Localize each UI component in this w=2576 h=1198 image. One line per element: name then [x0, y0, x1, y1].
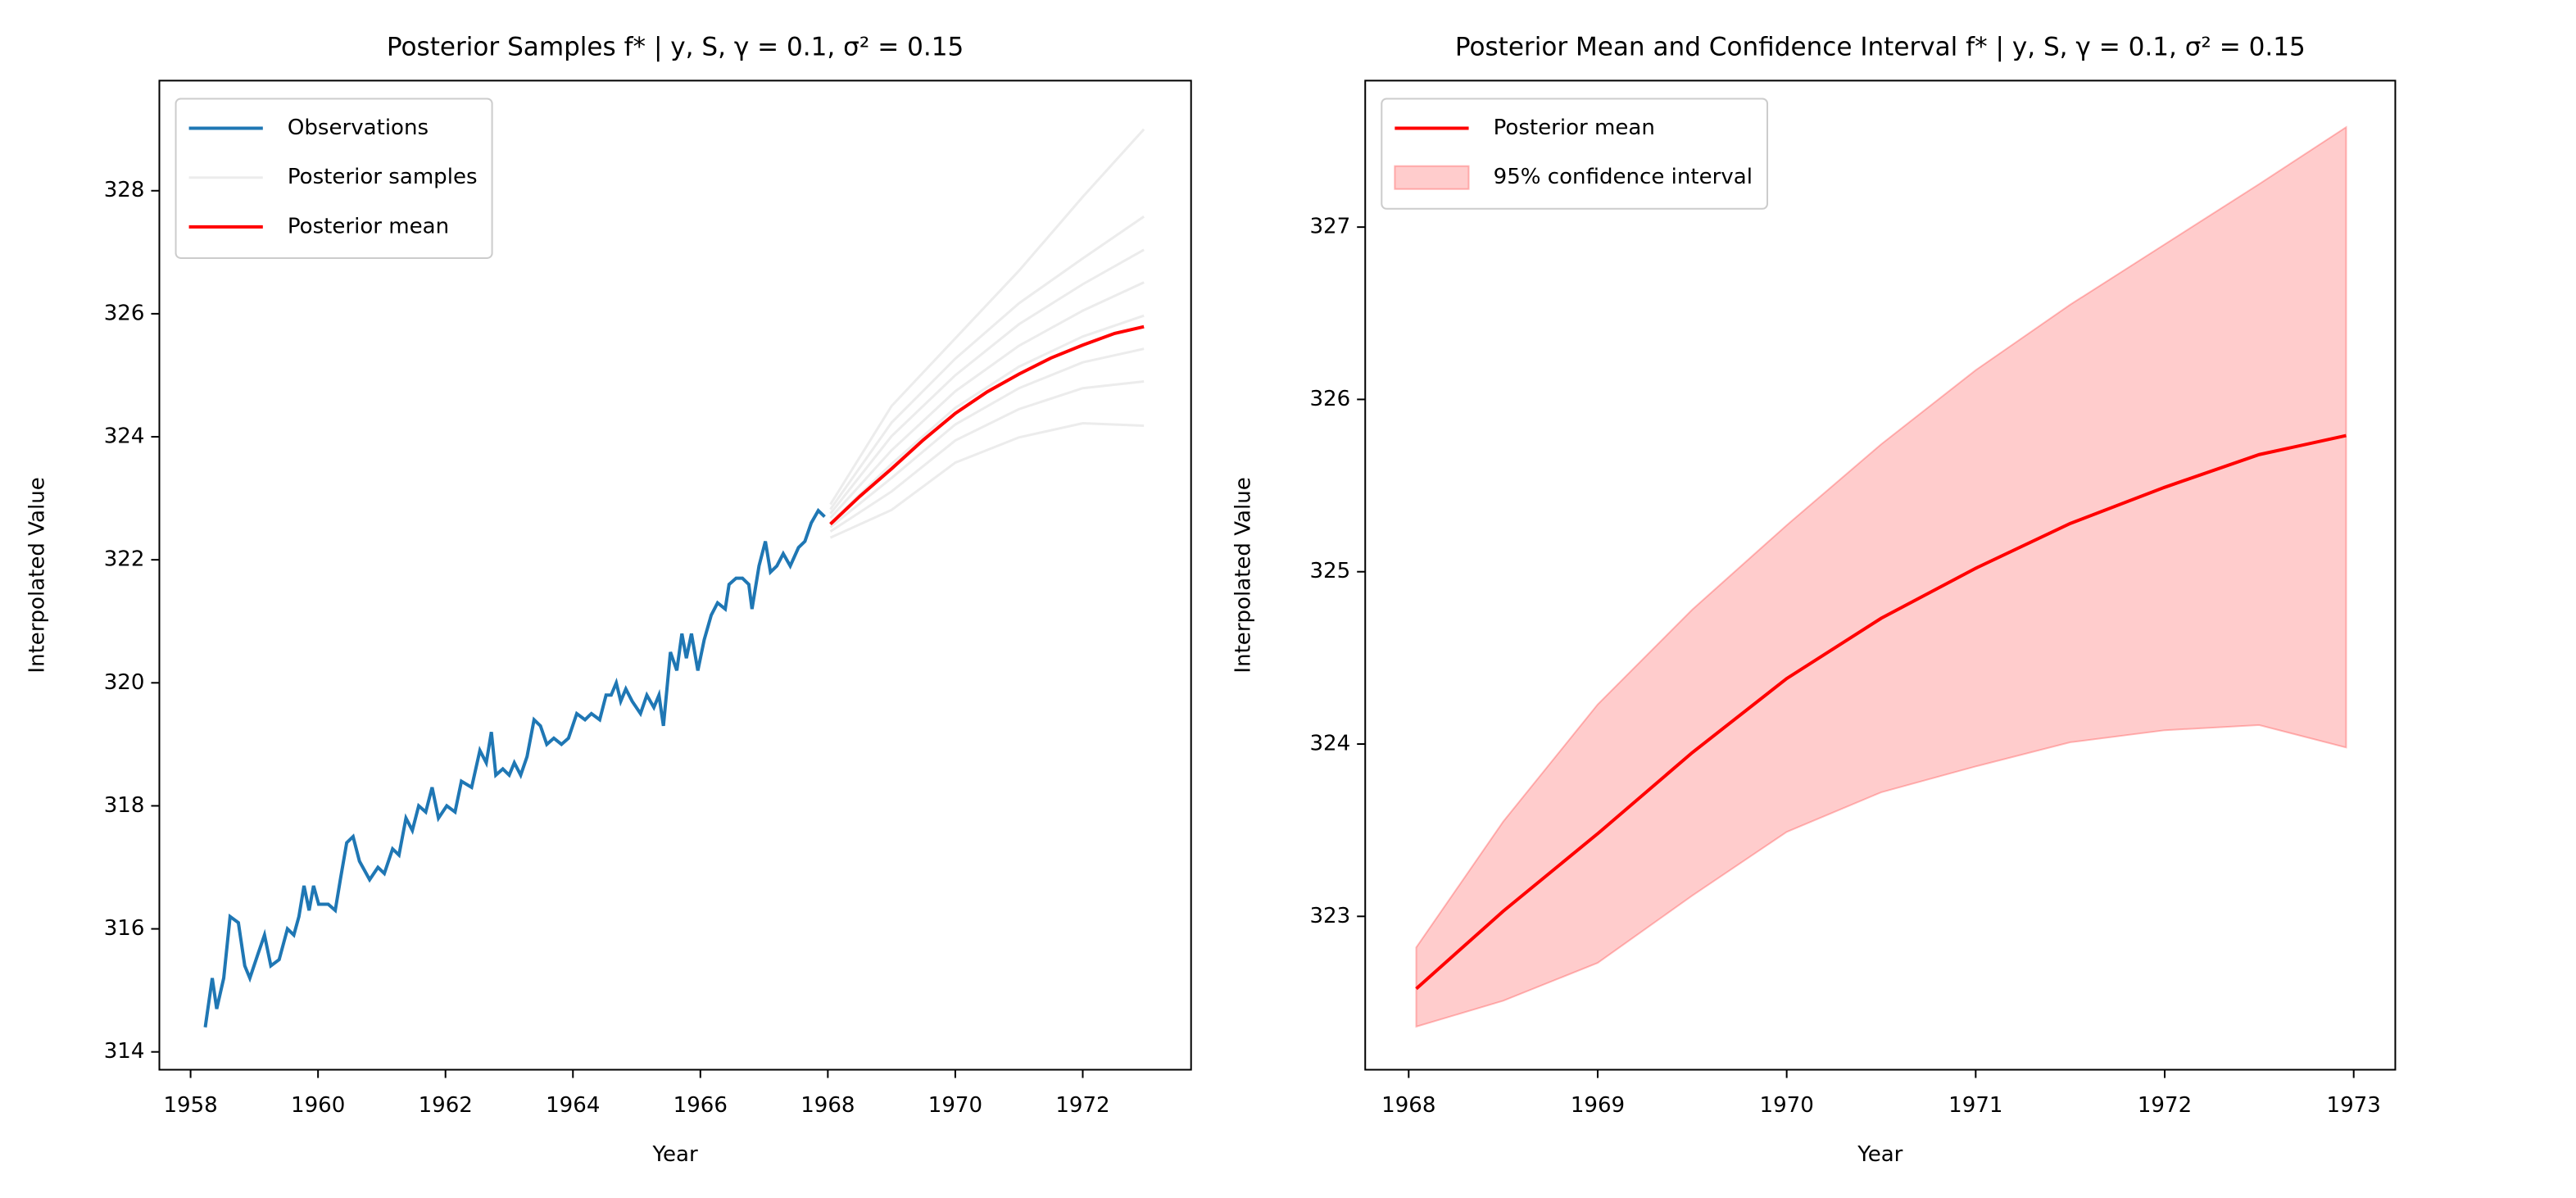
sample-line [829, 379, 1145, 533]
legend-frame [175, 98, 493, 259]
x-tick-label: 1958 [163, 1093, 217, 1118]
x-tick-label: 1971 [1948, 1093, 2002, 1118]
plot-area [203, 128, 1145, 1028]
y-tick-label: 325 [1309, 559, 1350, 583]
legend-swatch [1394, 165, 1470, 190]
plot-area [1415, 125, 2347, 1028]
y-axis-label: Interpolated Value [1231, 477, 1255, 673]
y-tick-label: 318 [104, 793, 145, 818]
y-tick-label: 323 [1309, 904, 1350, 928]
axes-frame [158, 79, 1192, 1071]
sample-line [829, 128, 1145, 506]
series-line [203, 507, 826, 1028]
sample-line [829, 216, 1145, 511]
y-tick-label: 322 [104, 547, 145, 572]
y-tick-label: 326 [1309, 387, 1350, 411]
sample-line [829, 281, 1145, 520]
series-line [1415, 433, 2347, 991]
axes-frame [1364, 79, 2397, 1071]
y-axis-label: Interpolated Value [25, 477, 50, 673]
sample-line [829, 347, 1145, 529]
legend-label: Posterior samples [288, 165, 478, 189]
x-tick-label: 1973 [2327, 1093, 2381, 1118]
sample-line [829, 314, 1145, 524]
y-tick-label: 320 [104, 670, 145, 695]
legend-label: Posterior mean [288, 214, 449, 238]
axes: Posterior Samples f* | y, S, γ = 0.1, σ²… [25, 32, 1192, 1167]
x-tick-label: 1968 [800, 1093, 855, 1118]
confidence-band [1415, 125, 2347, 1028]
series-line [829, 324, 1145, 526]
y-tick-label: 324 [1309, 732, 1350, 756]
chart-title: Posterior Samples f* | y, S, γ = 0.1, σ²… [387, 32, 964, 61]
y-tick-label: 324 [104, 424, 145, 449]
x-tick-label: 1960 [291, 1093, 345, 1118]
x-axis-label: Year [1857, 1142, 1903, 1167]
x-tick-label: 1968 [1381, 1093, 1435, 1118]
y-tick-label: 327 [1309, 215, 1350, 239]
axes: Posterior Mean and Confidence Interval f… [1231, 32, 2397, 1167]
y-tick-label: 314 [104, 1039, 145, 1064]
legend-label: Posterior mean [1494, 116, 1655, 140]
x-tick-label: 1962 [419, 1093, 473, 1118]
legend-label: 95% confidence interval [1494, 165, 1753, 189]
x-tick-label: 1972 [2138, 1093, 2192, 1118]
y-tick-label: 316 [104, 916, 145, 941]
legend-frame [1381, 98, 1769, 210]
sample-line [829, 248, 1145, 515]
y-tick-label: 326 [104, 301, 145, 325]
y-tick-label: 328 [104, 178, 145, 202]
chart-title: Posterior Mean and Confidence Interval f… [1455, 32, 2306, 61]
legend-label: Observations [288, 116, 429, 140]
sample-line [829, 422, 1145, 539]
x-tick-label: 1972 [1055, 1093, 1109, 1118]
x-tick-label: 1966 [673, 1093, 728, 1118]
legend: Posterior mean 95% confidence interval [1381, 98, 1769, 210]
x-axis-label: Year [652, 1142, 698, 1167]
x-tick-label: 1964 [546, 1093, 600, 1118]
x-tick-label: 1970 [928, 1093, 982, 1118]
legend: Observations Posterior samples Posterior m… [175, 98, 493, 259]
x-tick-label: 1970 [1760, 1093, 1814, 1118]
x-tick-label: 1969 [1571, 1093, 1625, 1118]
